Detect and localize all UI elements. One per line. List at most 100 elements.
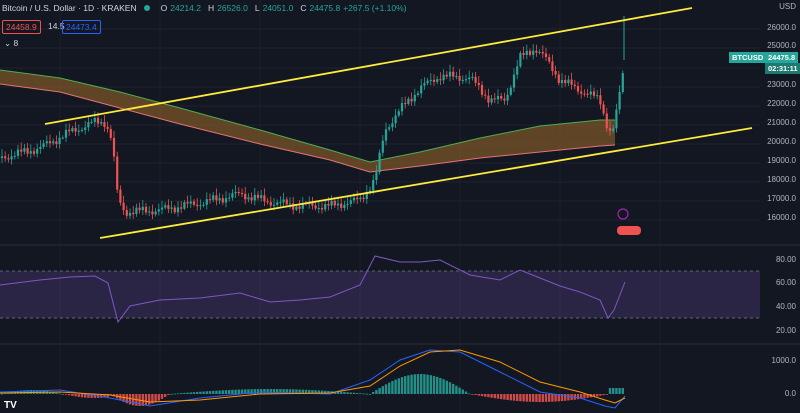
candle-body [503, 98, 506, 101]
candle-body [266, 201, 269, 203]
macd-histogram-bar [416, 374, 420, 394]
candle-body [32, 151, 36, 154]
candle-body [608, 128, 612, 131]
price-axis-label: 16000.0 [767, 213, 796, 222]
candle-body [276, 202, 279, 205]
candle-body [500, 96, 503, 99]
macd-histogram-bar [240, 389, 244, 394]
macd-histogram-bar [301, 389, 304, 394]
macd-histogram-bar [522, 394, 525, 402]
macd-histogram-bar [407, 375, 410, 394]
macd-histogram-bar [448, 382, 452, 394]
macd-histogram-bar [180, 393, 183, 394]
macd-histogram-bar [580, 394, 583, 399]
indicators-toggle[interactable]: ⌄ 8 [4, 38, 18, 49]
candle-body [212, 195, 215, 200]
macd-histogram-bar [557, 394, 560, 402]
sell-button[interactable]: 24458.9 [2, 20, 41, 34]
macd-histogram-bar [55, 392, 58, 394]
macd-histogram-bar [500, 394, 503, 400]
macd-histogram-bar [365, 393, 368, 395]
macd-histogram-bar [160, 394, 164, 399]
currency-label: USD [779, 2, 796, 11]
candle-body [234, 191, 237, 194]
macd-histogram-bar [468, 393, 471, 395]
candle-body [420, 85, 423, 94]
macd-histogram-bar [410, 374, 413, 394]
candle-body [522, 52, 525, 55]
macd-histogram-bar [384, 384, 388, 394]
candle-body [119, 189, 122, 203]
candle-body [388, 127, 391, 130]
macd-histogram-bar [196, 391, 199, 394]
candle-body [368, 190, 372, 192]
candle-body [295, 206, 298, 210]
candle-body [256, 194, 260, 198]
price-axis-label: 22000.0 [767, 99, 796, 108]
macd-histogram-bar [87, 394, 90, 398]
macd-histogram-bar [250, 389, 253, 394]
macd-histogram-bar [503, 394, 506, 400]
candle-body [122, 202, 125, 211]
candle-body [596, 95, 599, 97]
macd-histogram-bar [327, 390, 330, 394]
macd-histogram-bar [378, 388, 381, 394]
candle-body [71, 128, 74, 132]
low-value: 24051.0 [262, 3, 294, 13]
macd-histogram-bar [151, 394, 154, 404]
macd-histogram-bar [564, 394, 567, 401]
symbol-title[interactable]: Bitcoin / U.S. Dollar · 1D · KRAKEN [2, 3, 137, 13]
macd-histogram-bar [592, 394, 596, 397]
macd-histogram-bar [314, 390, 317, 394]
macd-histogram-bar [90, 394, 93, 398]
price-axis-label: 19000.0 [767, 156, 796, 165]
macd-histogram-bar [141, 394, 144, 406]
macd-histogram-bar [615, 388, 618, 394]
change-value: +267.5 (+1.10%) [343, 3, 407, 13]
macd-histogram-bar [599, 394, 602, 396]
open-value: 24214.2 [170, 3, 201, 13]
macd-histogram-bar [324, 390, 327, 394]
macd-histogram-bar [260, 389, 263, 394]
macd-histogram-bar [346, 392, 349, 394]
candle-body [221, 198, 224, 203]
ma-fast-line [0, 69, 615, 163]
macd-histogram-bar [106, 394, 109, 398]
candle-body [535, 50, 538, 53]
macd-histogram-bar [61, 393, 64, 395]
candle-body [362, 197, 365, 200]
macd-histogram-bar [596, 394, 599, 397]
candle-body [400, 103, 404, 112]
candle-body [410, 98, 413, 102]
candle-body [448, 71, 452, 77]
candle-body [144, 206, 148, 213]
macd-histogram-bar [426, 374, 429, 394]
trend-channel-lower [99, 127, 753, 239]
close-value: 24475.8 [309, 3, 341, 13]
candle-body [231, 193, 234, 198]
macd-histogram-bar [164, 394, 167, 397]
macd-histogram-bar [359, 393, 362, 395]
macd-histogram-bar [512, 394, 516, 401]
candle-body [42, 143, 45, 147]
candle-body [506, 94, 509, 101]
macd-histogram-bar [170, 393, 173, 395]
macd-histogram-bar [423, 374, 426, 394]
candle-body [340, 203, 343, 208]
candle-body [279, 202, 282, 204]
macd-histogram-bar [480, 394, 484, 397]
candle-body [202, 204, 205, 206]
candle-body [567, 79, 570, 84]
macd-histogram-bar [487, 394, 490, 398]
candle-body [404, 103, 407, 105]
candle-body [599, 95, 602, 105]
candle-body [592, 91, 596, 96]
macd-histogram-bar [263, 389, 266, 394]
macd-histogram-bar [442, 379, 445, 394]
symbol-tag: BTCUSD [729, 52, 767, 63]
macd-histogram-bar [71, 394, 74, 396]
candle-body [4, 156, 7, 159]
buy-button[interactable]: 24473.4 [62, 20, 101, 34]
candle-body [359, 197, 362, 200]
